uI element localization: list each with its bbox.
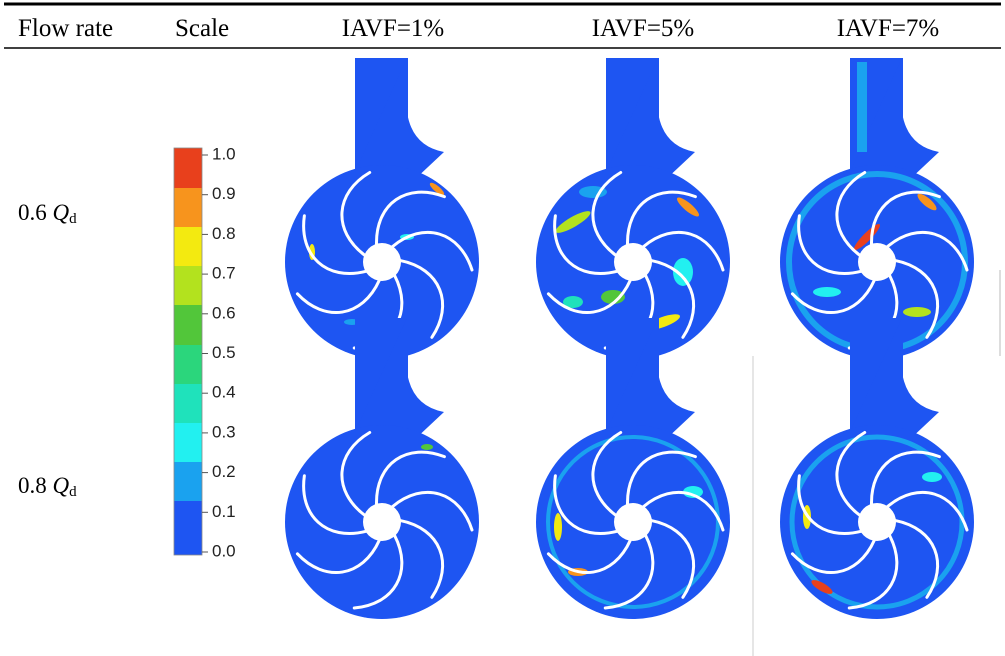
colorbar-label: 0.6 (212, 303, 236, 322)
row-label: 0.8 Qd (18, 473, 77, 500)
header-cell: Scale (175, 15, 229, 42)
colorbar-label: 0.0 (212, 541, 236, 560)
colorbar-label: 0.7 (212, 264, 236, 283)
header-cell: IAVF=7% (837, 15, 940, 42)
colorbar-label: 0.3 (212, 422, 236, 441)
flow-subscript: d (69, 484, 77, 500)
contour-image (536, 318, 730, 619)
flow-symbol: Q (53, 473, 70, 498)
flow-value: 0.8 (18, 473, 47, 498)
contour-image (780, 58, 974, 359)
colorbar-label: 0.2 (212, 462, 236, 481)
colorbar (173, 147, 203, 556)
colorbar-label: 0.8 (212, 224, 236, 243)
contour-image (285, 58, 479, 359)
colorbar-labels: 1.0 0.9 0.8 0.7 0.6 0.5 0.4 0.3 0.2 0.1 0.0 (202, 144, 236, 560)
colorbar-label: 0.9 (212, 184, 236, 203)
colorbar-label: 0.1 (212, 502, 236, 521)
colorbar-label: 0.4 (212, 383, 236, 402)
header-cell: IAVF=5% (592, 15, 695, 42)
header-cell: Flow rate (18, 15, 113, 42)
colorbar-label: 1.0 (212, 144, 236, 163)
contour-image (536, 58, 730, 359)
header-cell: IAVF=1% (342, 15, 445, 42)
colorbar-label: 0.5 (212, 343, 236, 362)
flow-symbol: Q (53, 200, 70, 225)
row-label: 0.6 Qd (18, 200, 77, 227)
flow-subscript: d (69, 211, 77, 227)
contour-image (780, 318, 974, 619)
contour-image (285, 318, 479, 619)
flow-value: 0.6 (18, 200, 47, 225)
